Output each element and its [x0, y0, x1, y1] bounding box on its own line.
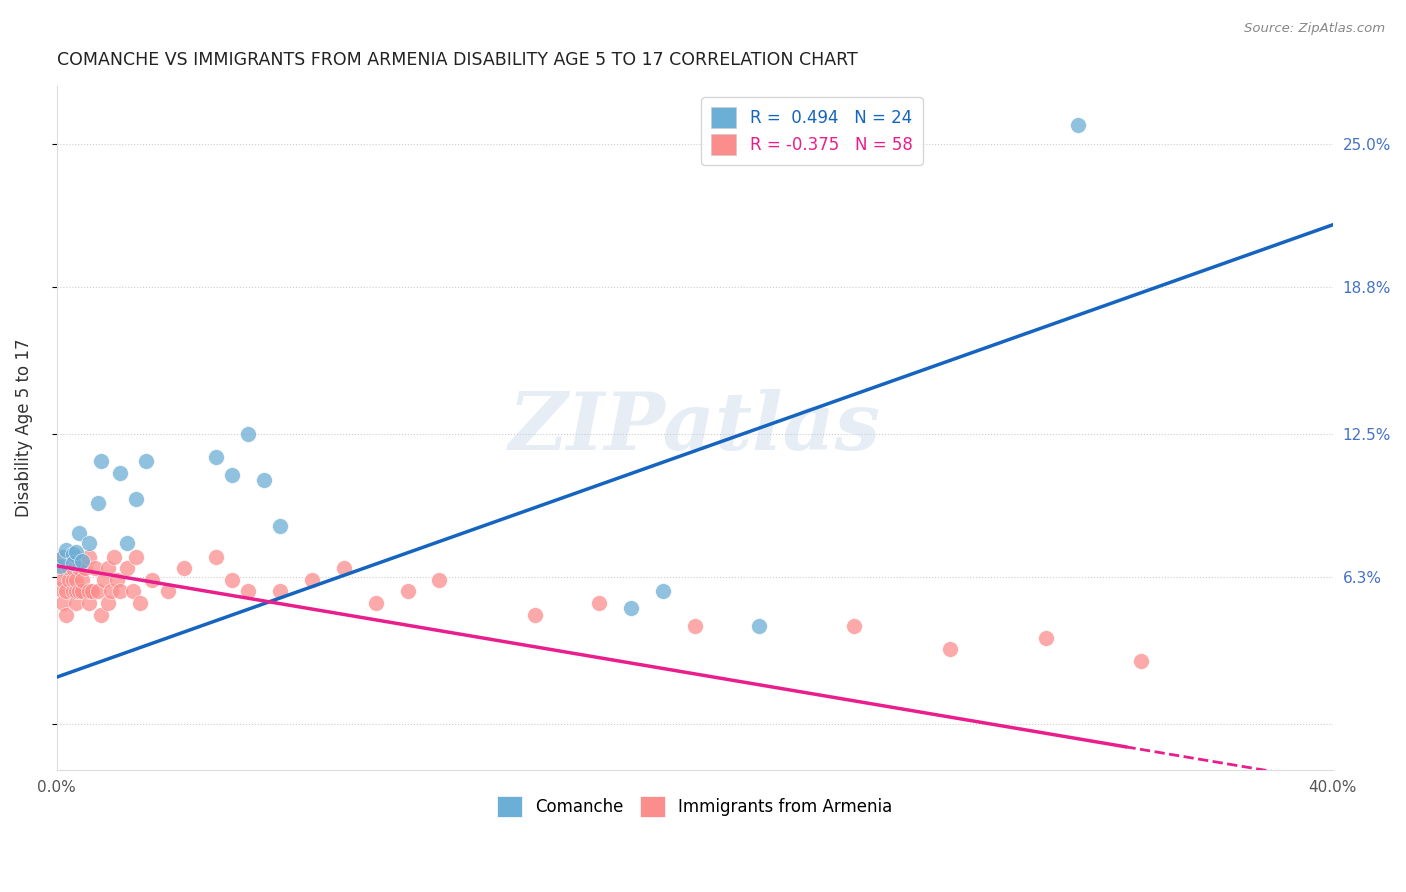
Point: [65, 545, 87, 559]
Point: [52, 596, 75, 610]
Point: [97, 561, 120, 575]
Point: [77, 596, 100, 610]
Point: [1066, 118, 1088, 132]
Point: [100, 584, 122, 599]
Y-axis label: Disability Age 5 to 17: Disability Age 5 to 17: [15, 338, 32, 517]
Point: [236, 584, 259, 599]
Point: [939, 642, 962, 657]
Point: [87, 584, 110, 599]
Point: [49, 558, 72, 573]
Point: [396, 584, 419, 599]
Point: [97, 596, 120, 610]
Point: [52, 549, 75, 564]
Point: [1035, 631, 1057, 645]
Point: [58, 561, 80, 575]
Point: [122, 584, 145, 599]
Point: [301, 573, 323, 587]
Point: [333, 561, 356, 575]
Point: [157, 584, 180, 599]
Point: [77, 535, 100, 549]
Point: [93, 573, 115, 587]
Point: [52, 549, 75, 564]
Point: [77, 584, 100, 599]
Point: [103, 549, 125, 564]
Point: [67, 526, 90, 541]
Point: [651, 584, 673, 599]
Point: [524, 607, 547, 622]
Point: [62, 584, 84, 599]
Point: [125, 491, 148, 506]
Point: [77, 549, 100, 564]
Point: [65, 573, 87, 587]
Point: [110, 466, 132, 480]
Point: [221, 468, 243, 483]
Text: ZIPatlas: ZIPatlas: [509, 389, 880, 467]
Point: [62, 547, 84, 561]
Point: [65, 549, 87, 564]
Point: [844, 619, 866, 633]
Point: [253, 473, 276, 487]
Point: [683, 619, 706, 633]
Point: [70, 584, 93, 599]
Point: [221, 573, 243, 587]
Point: [55, 607, 77, 622]
Point: [75, 561, 97, 575]
Point: [49, 561, 72, 575]
Point: [90, 607, 112, 622]
Point: [105, 573, 128, 587]
Point: [67, 584, 90, 599]
Point: [588, 596, 610, 610]
Legend: Comanche, Immigrants from Armenia: Comanche, Immigrants from Armenia: [491, 789, 900, 823]
Point: [269, 584, 291, 599]
Point: [620, 600, 643, 615]
Point: [115, 561, 138, 575]
Point: [135, 454, 157, 468]
Point: [52, 573, 75, 587]
Point: [55, 584, 77, 599]
Point: [62, 557, 84, 571]
Text: COMANCHE VS IMMIGRANTS FROM ARMENIA DISABILITY AGE 5 TO 17 CORRELATION CHART: COMANCHE VS IMMIGRANTS FROM ARMENIA DISA…: [56, 51, 858, 69]
Point: [87, 496, 110, 510]
Point: [269, 519, 291, 533]
Point: [83, 561, 105, 575]
Point: [205, 549, 228, 564]
Point: [49, 582, 72, 596]
Point: [125, 549, 148, 564]
Point: [364, 596, 387, 610]
Point: [128, 596, 150, 610]
Point: [429, 573, 451, 587]
Point: [1130, 654, 1153, 668]
Point: [65, 596, 87, 610]
Point: [67, 561, 90, 575]
Point: [70, 554, 93, 568]
Point: [65, 584, 87, 599]
Point: [58, 573, 80, 587]
Point: [748, 619, 770, 633]
Point: [110, 584, 132, 599]
Point: [70, 573, 93, 587]
Point: [173, 561, 195, 575]
Point: [80, 584, 103, 599]
Point: [90, 454, 112, 468]
Point: [115, 535, 138, 549]
Point: [236, 426, 259, 441]
Point: [55, 542, 77, 557]
Point: [62, 561, 84, 575]
Point: [141, 573, 163, 587]
Text: Source: ZipAtlas.com: Source: ZipAtlas.com: [1244, 22, 1385, 36]
Point: [62, 573, 84, 587]
Point: [205, 450, 228, 464]
